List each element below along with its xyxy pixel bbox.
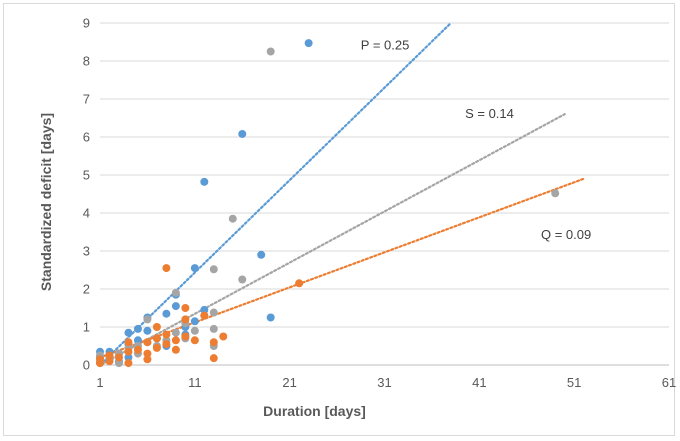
data-point — [143, 315, 152, 324]
x-tick-label: 51 — [567, 375, 581, 390]
data-point — [238, 275, 247, 284]
data-point — [114, 359, 123, 368]
data-point — [200, 305, 209, 314]
x-tick-label: 1 — [96, 375, 103, 390]
data-point — [171, 336, 180, 345]
data-point — [114, 353, 123, 362]
data-point — [171, 328, 180, 337]
data-point — [133, 345, 142, 354]
data-point — [181, 332, 190, 341]
data-point — [143, 355, 152, 364]
y-tick-label: 0 — [83, 358, 90, 373]
y-tick-label: 5 — [83, 168, 90, 183]
y-tick-label: 3 — [83, 244, 90, 259]
data-point — [304, 39, 313, 48]
trendline — [98, 177, 585, 359]
data-point — [257, 250, 266, 259]
trendline — [98, 21, 452, 367]
y-tick-label: 1 — [83, 320, 90, 335]
data-point — [162, 340, 171, 349]
data-point — [143, 349, 152, 358]
data-point — [181, 315, 190, 324]
trendline — [98, 113, 566, 367]
data-point — [551, 189, 560, 198]
data-point — [133, 324, 142, 333]
data-point — [181, 304, 190, 312]
data-point — [124, 359, 133, 368]
data-point — [200, 311, 209, 320]
x-axis-title: Duration [days] — [263, 403, 366, 419]
data-point — [171, 302, 180, 311]
data-point — [171, 288, 180, 297]
x-tick-label: 61 — [662, 375, 676, 390]
data-point — [228, 214, 237, 223]
data-point — [190, 336, 199, 345]
y-tick-label: 8 — [83, 54, 90, 69]
trendline-label: P = 0.25 — [361, 38, 410, 53]
data-point — [152, 323, 161, 331]
y-tick-label: 6 — [83, 130, 90, 145]
data-point — [209, 308, 218, 317]
data-point — [152, 343, 161, 352]
y-tick-label: 9 — [83, 16, 90, 31]
data-point — [162, 330, 171, 339]
data-point — [190, 317, 199, 326]
data-point — [295, 279, 304, 288]
y-tick-labels: 0 1 2 3 4 5 6 7 8 9 — [83, 16, 90, 373]
data-point — [200, 177, 209, 186]
data-point — [266, 313, 275, 322]
data-point — [124, 353, 133, 362]
data-point — [124, 338, 133, 347]
data-point — [105, 357, 114, 366]
data-point — [124, 328, 133, 337]
data-point — [190, 264, 199, 273]
data-point — [238, 129, 247, 138]
y-tick-label: 7 — [83, 92, 90, 107]
trendline-label: Q = 0.09 — [541, 227, 591, 242]
data-point — [219, 332, 228, 341]
y-tick-label: 2 — [83, 282, 90, 297]
y-tick-label: 4 — [83, 206, 90, 221]
data-point — [152, 334, 161, 343]
data-point — [171, 345, 180, 354]
data-point — [162, 309, 171, 318]
x-tick-label: 31 — [377, 375, 391, 390]
data-point — [209, 354, 218, 363]
trendlines — [98, 21, 585, 367]
data-point — [209, 265, 218, 274]
data-point — [143, 326, 152, 335]
trendline-labels: P = 0.25 S = 0.14 Q = 0.09 — [361, 38, 591, 242]
y-axis-title: Standardized deficit [days] — [38, 113, 54, 291]
data-point — [124, 347, 133, 356]
data-point — [133, 336, 142, 345]
x-tick-label: 21 — [282, 375, 296, 390]
trendline-label: S = 0.14 — [465, 106, 514, 121]
data-point — [96, 359, 104, 368]
x-tick-label: 41 — [472, 375, 486, 390]
data-points — [96, 39, 560, 368]
x-tick-label: 11 — [188, 375, 202, 390]
data-point — [209, 324, 218, 333]
data-point — [209, 338, 218, 347]
data-point — [105, 351, 114, 360]
data-point — [266, 47, 275, 56]
gridlines — [100, 22, 669, 328]
data-point — [162, 264, 171, 273]
x-tick-labels: 1 11 21 31 41 51 61 — [96, 375, 676, 390]
data-point — [143, 338, 152, 347]
data-point — [190, 326, 199, 335]
